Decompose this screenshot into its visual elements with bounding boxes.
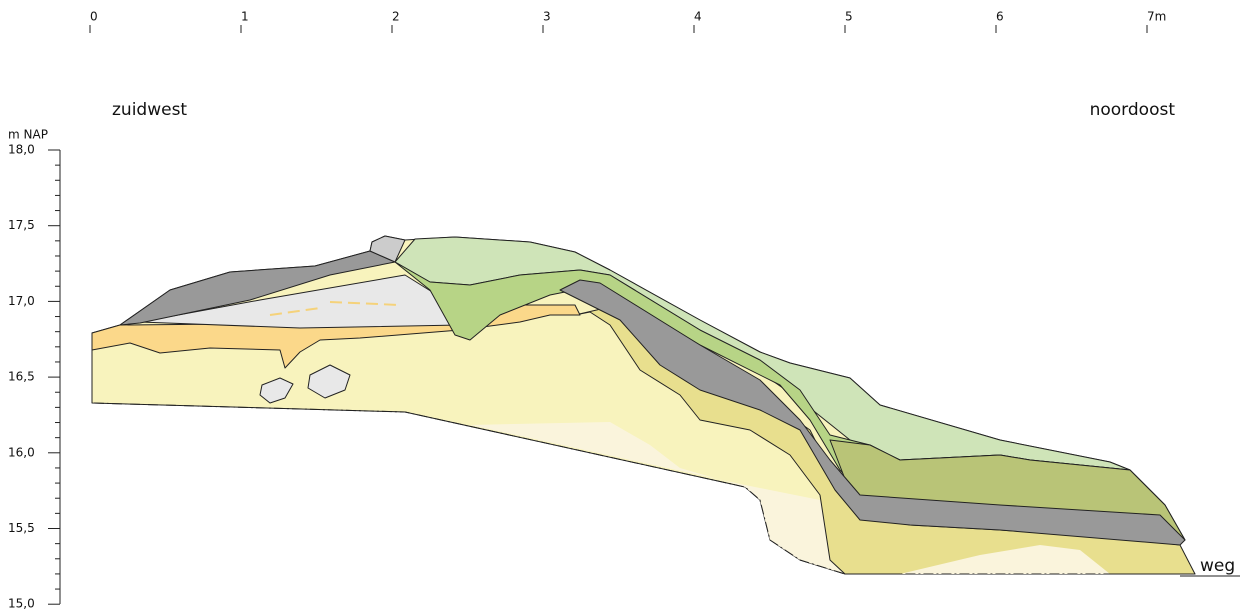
scale-label: 7m	[1147, 10, 1166, 24]
height-label: 16,0	[8, 445, 35, 459]
sand-lenses	[269, 301, 401, 316]
axis-title: m NAP	[8, 128, 48, 142]
scale-label: 4	[694, 10, 702, 24]
layer-cream-right	[900, 545, 1110, 574]
layers	[91, 235, 1196, 575]
height-label: 15,0	[8, 597, 35, 611]
stone	[259, 377, 294, 404]
scale-label: 0	[90, 10, 98, 24]
scale-label: 1	[241, 10, 249, 24]
stone	[307, 364, 351, 399]
layer-cream	[470, 422, 845, 574]
height-label: 16,5	[8, 370, 35, 384]
scale-label: 5	[845, 10, 853, 24]
layer-dark-grey-band	[559, 279, 1186, 546]
scale-label: 2	[392, 10, 400, 24]
scale-label: 6	[996, 10, 1004, 24]
height-label: 17,5	[8, 218, 35, 232]
height-label: 15,5	[8, 521, 35, 535]
height-label: 18,0	[8, 143, 35, 157]
layer-grey-top	[369, 235, 406, 263]
height-label: 17,0	[8, 294, 35, 308]
side-label-right: noordoost	[1090, 100, 1176, 120]
road-label: weg	[1200, 556, 1235, 576]
side-label-left: zuidwest	[112, 100, 187, 120]
scale-label: 3	[543, 10, 551, 24]
excavation-boundary	[91, 333, 1195, 575]
